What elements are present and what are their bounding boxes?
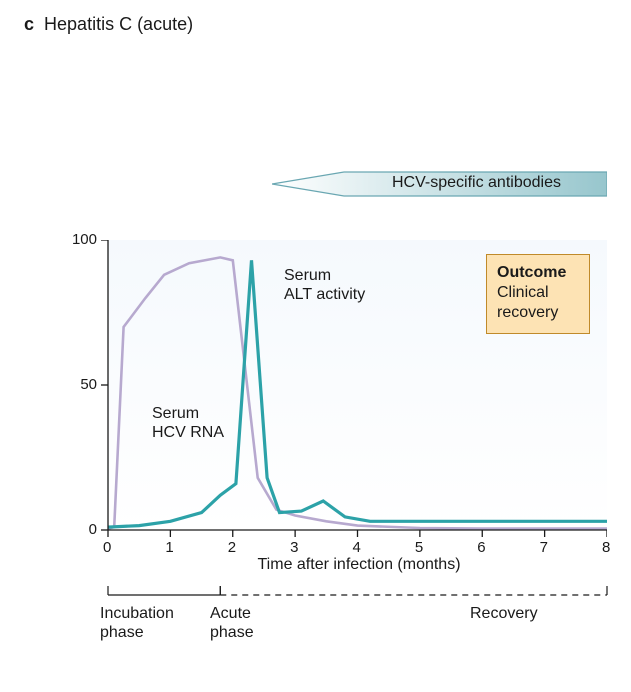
antibody-arrow-label: HCV-specific antibodies <box>392 174 561 192</box>
panel-title: c Hepatitis C (acute) <box>24 14 193 35</box>
x-tick-label: 7 <box>540 539 548 556</box>
x-tick-label: 2 <box>228 539 236 556</box>
x-tick-label: 6 <box>477 539 485 556</box>
phase-label: Incubationphase <box>100 604 174 642</box>
outcome-body: Clinical recovery <box>497 283 579 323</box>
y-tick-label: 50 <box>80 376 97 393</box>
x-axis-label: Time after infection (months) <box>258 556 461 574</box>
outcome-box: OutcomeClinical recovery <box>486 254 590 334</box>
phase-label: Recovery <box>470 604 538 623</box>
x-tick-label: 4 <box>353 539 361 556</box>
panel-letter: c <box>24 14 34 34</box>
x-tick-label: 5 <box>415 539 423 556</box>
phase-label: Acutephase <box>210 604 254 642</box>
x-tick-label: 3 <box>290 539 298 556</box>
y-tick-label: 0 <box>89 521 97 538</box>
y-tick-label: 100 <box>72 231 97 248</box>
panel-title-text: Hepatitis C (acute) <box>44 14 193 34</box>
antibody-arrow: HCV-specific antibodies <box>272 168 607 200</box>
series-label: SerumHCV RNA <box>152 404 224 442</box>
x-tick-label: 1 <box>165 539 173 556</box>
x-tick-label: 8 <box>602 539 610 556</box>
series-label: SerumALT activity <box>284 266 365 304</box>
figure-panel: c Hepatitis C (acute) HCV-specific antib… <box>0 0 631 692</box>
outcome-title: Outcome <box>497 263 579 283</box>
x-tick-label: 0 <box>103 539 111 556</box>
phase-brackets <box>0 586 631 606</box>
